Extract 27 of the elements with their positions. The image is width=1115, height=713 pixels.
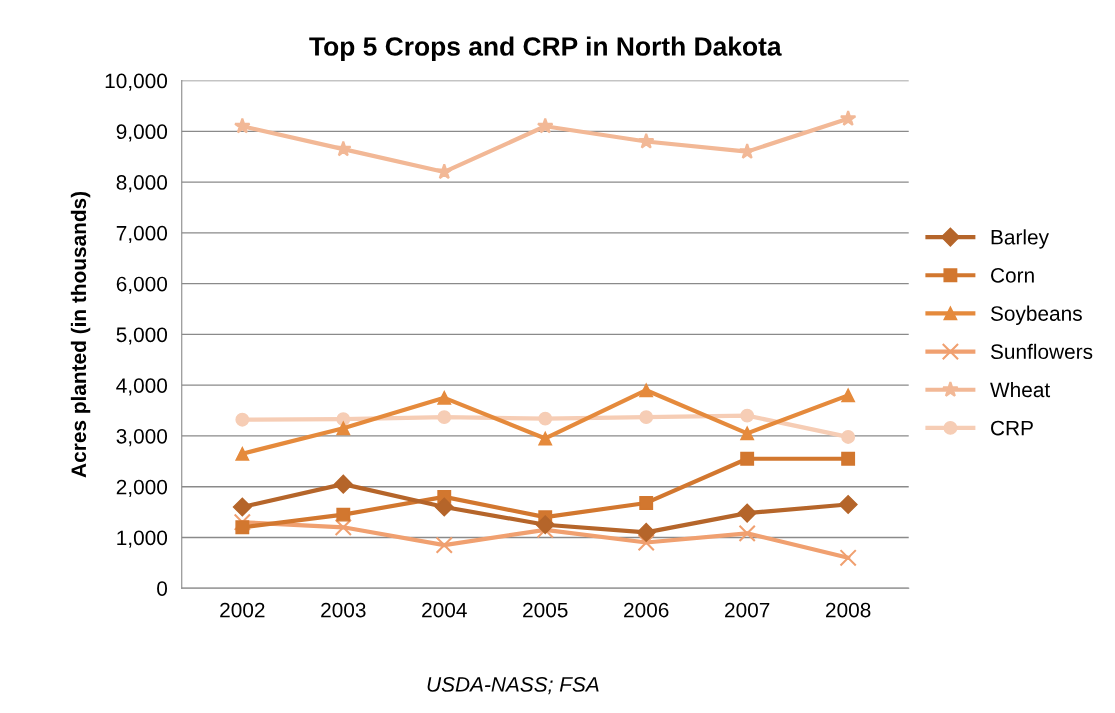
y-tick-label: 10,000 xyxy=(105,73,168,91)
y-tick-label: 3,000 xyxy=(116,428,168,447)
legend-label: CRP xyxy=(991,420,1033,436)
y-tick-label: 5,000 xyxy=(116,327,168,345)
x-tick-label: 2005 xyxy=(523,602,568,618)
y-tick-label: 4,000 xyxy=(116,378,168,396)
x-tick-label: 2008 xyxy=(826,602,871,618)
legend-label: Barley xyxy=(991,229,1049,249)
legend-label: Wheat xyxy=(990,381,1051,398)
x-tick-label: 2003 xyxy=(321,602,366,618)
y-tick-label: 9,000 xyxy=(116,124,168,142)
y-tick-label: 1,000 xyxy=(117,530,168,548)
y-tick-label: 8,000 xyxy=(116,175,168,193)
legend-label: Sunflowers xyxy=(990,343,1093,360)
legend-label: Corn xyxy=(991,267,1034,283)
y-tick-label: 2,000 xyxy=(116,479,168,497)
text: USDA-NASS; FSA xyxy=(427,677,599,695)
x-tick-label: 2004 xyxy=(422,602,467,618)
chart-title: Top 5 Crops and CRP in North Dakota xyxy=(309,36,782,62)
y-tick-label: 0 xyxy=(157,581,168,596)
y-axis-title: Acres planted (in thousands) xyxy=(70,191,91,478)
x-tick-label: 2006 xyxy=(624,602,669,618)
legend-label: Soybeans xyxy=(990,305,1082,326)
x-tick-label: 2002 xyxy=(220,602,265,618)
x-tick-label: 2007 xyxy=(725,602,770,618)
y-tick-label: 6,000 xyxy=(116,276,168,294)
y-tick-label: 7,000 xyxy=(116,225,168,244)
